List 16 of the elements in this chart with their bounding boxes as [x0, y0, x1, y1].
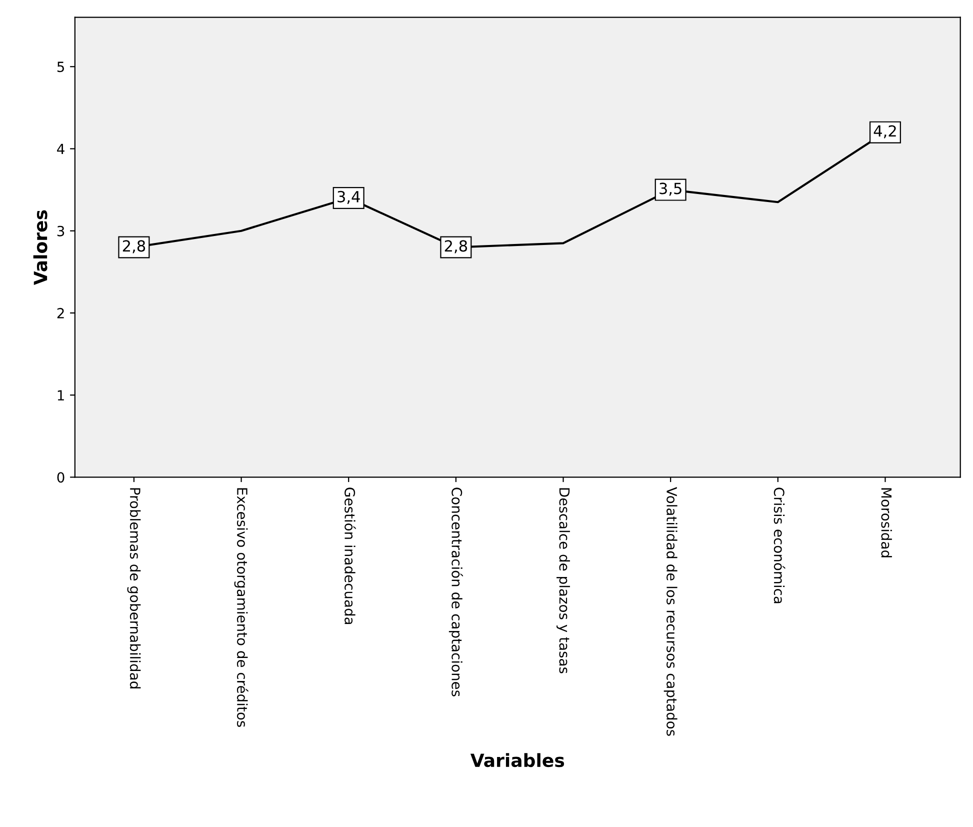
x-tick-label: Morosidad: [881, 488, 892, 558]
y-tick-label: 0: [57, 472, 64, 483]
y-tick-label: 1: [58, 390, 64, 400]
x-axis-title: Variables: [470, 753, 564, 768]
y-tick-label: 5: [57, 62, 64, 72]
x-tick-label: Gestión inadecuada: [344, 488, 356, 624]
x-tick-label: Excesivo otorgamiento de créditos: [234, 488, 248, 727]
y-tick-label: 3: [57, 226, 64, 236]
x-tick-label: Volatilidad de los recursos captados: [664, 487, 678, 736]
y-axis-title: Valores: [33, 210, 48, 286]
x-tick-label: Concentración de captaciones: [448, 488, 463, 696]
x-tick-label: Descalce de plazos y tasas: [556, 488, 570, 674]
x-tick-label: Problemas de gobernabilidad: [127, 488, 141, 688]
y-tick-label: 2: [57, 308, 64, 318]
x-tick-label: Crisis económica: [774, 488, 786, 604]
y-tick-label: 4: [57, 144, 64, 154]
